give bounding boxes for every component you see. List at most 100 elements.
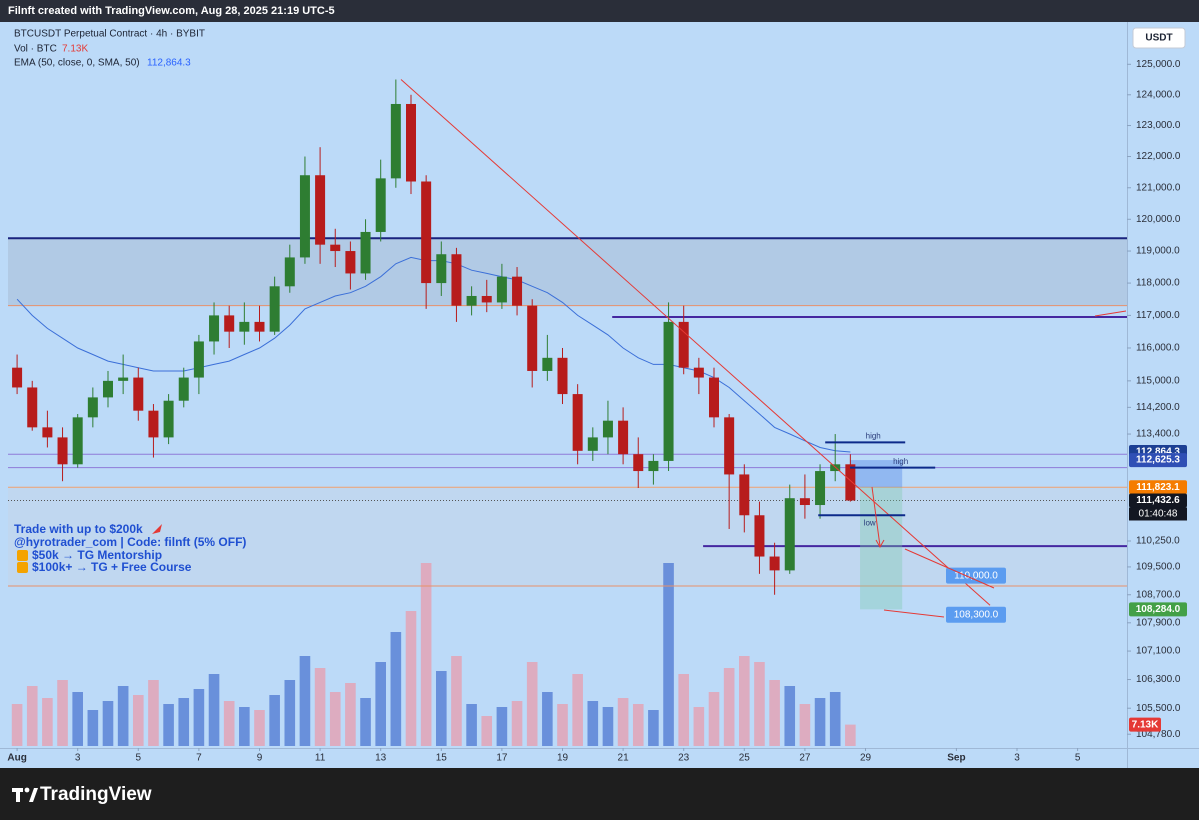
candle-body (57, 437, 68, 465)
volume-label: 7.13K (1132, 719, 1159, 730)
y-tick-label: 119,000.0 (1136, 246, 1180, 257)
x-tick-label: 7 (196, 753, 202, 764)
y-tick-label: 110,250.0 (1136, 536, 1180, 547)
price-label-box (1129, 602, 1187, 617)
currency: USDT (1145, 33, 1172, 44)
candle-body (557, 357, 568, 395)
volume-bar (405, 611, 417, 746)
gift-icon (17, 562, 28, 573)
zone (8, 238, 1127, 306)
candle-body (42, 427, 53, 438)
volume-bar (693, 707, 705, 746)
y-tick-label: 104,780.0 (1136, 729, 1181, 740)
gift-icon (17, 550, 28, 561)
volume-legend: Vol · BTC (14, 44, 57, 55)
zone (8, 487, 1127, 587)
volume-bar (799, 704, 811, 746)
volume-bar (663, 563, 674, 746)
x-tick-label: 3 (75, 753, 81, 764)
candle-body (799, 498, 810, 506)
candle-body (224, 315, 235, 332)
candle-body (618, 420, 629, 455)
candle-body (512, 276, 523, 306)
candle-body (633, 454, 644, 472)
x-tick-label: 9 (257, 753, 263, 764)
candle-body (466, 295, 477, 306)
trendline (400, 79, 991, 606)
candle-body (769, 556, 780, 571)
x-tick-label: 19 (557, 753, 569, 764)
price-label: 112,864.3 (1136, 447, 1180, 458)
candle-body (345, 251, 356, 274)
volume-bar (42, 698, 53, 746)
ema-legend-value: 112,864.3 (147, 58, 191, 69)
x-tick-label: Aug (7, 753, 26, 764)
volume-bar (845, 724, 856, 746)
volume-bar (829, 692, 841, 746)
promo-notes: Trade with up to $200k @hyrotrader_com |… (14, 522, 246, 574)
candle-body (678, 321, 689, 368)
price-label: 111,823.1 (1136, 482, 1180, 493)
y-tick-label: 115,000.0 (1136, 375, 1180, 386)
volume-bar (163, 704, 174, 746)
volume-bar (102, 701, 114, 746)
x-tick-label: Sep (947, 753, 965, 764)
volume-bar (239, 707, 250, 746)
x-tick-label: 21 (618, 753, 630, 764)
price-label-box (1129, 480, 1187, 495)
segment-label: low (864, 518, 876, 527)
volume-bar (57, 680, 68, 746)
countdown: 01:40:48 (1139, 509, 1178, 520)
promo-line: $100k+ → TG + Free Course (32, 560, 192, 574)
logo-icon (12, 787, 38, 802)
volume-bar (435, 671, 447, 746)
y-tick-label: 116,000.0 (1136, 343, 1180, 354)
candle-body (542, 357, 553, 371)
candle-body (572, 394, 583, 451)
volume-bar (72, 692, 83, 746)
volume-bar (784, 686, 796, 746)
volume-bar (587, 701, 599, 746)
target-label: 108,300.0 (954, 609, 999, 620)
candle-body (648, 460, 659, 472)
x-tick-label: 25 (739, 753, 751, 764)
candle-body (815, 471, 826, 506)
brand: TradingView (40, 784, 152, 805)
volume-bar (193, 689, 205, 746)
volume-legend-value: 7.13K (62, 44, 88, 55)
candle-body (163, 400, 174, 438)
x-tick-label: 27 (799, 753, 811, 764)
volume-bar (754, 662, 765, 746)
x-tick-label: 11 (315, 753, 326, 764)
candle-body (724, 417, 735, 475)
candle-body (178, 377, 189, 401)
y-tick-label: 113,400.0 (1136, 429, 1180, 440)
volume-bar (314, 668, 326, 746)
candle-body (269, 286, 280, 332)
candle-body (27, 387, 38, 428)
x-tick-label: 29 (860, 753, 872, 764)
candle-body (421, 181, 432, 284)
candle-body (405, 103, 416, 182)
y-tick-label: 108,700.0 (1136, 589, 1181, 600)
volume-bar (632, 704, 644, 746)
volume-bar (572, 674, 583, 746)
candle-body (148, 410, 159, 438)
volume-bar (678, 674, 690, 746)
volume-bar (526, 662, 538, 746)
candle-body (602, 420, 613, 438)
volume-bar (420, 563, 432, 746)
y-tick-label: 123,000.0 (1136, 120, 1181, 131)
volume-bar (708, 692, 720, 746)
volume-bar (117, 686, 129, 746)
candle-body (193, 341, 204, 378)
promo-line: $50k → TG Mentorship (32, 548, 162, 562)
y-tick-label: 124,000.0 (1136, 89, 1181, 100)
volume-bar (132, 695, 144, 746)
top-bar (0, 0, 1199, 22)
price-label: 111,432.6 (1136, 495, 1180, 506)
volume-label-box (1129, 717, 1161, 732)
candle-body (209, 315, 220, 342)
y-tick-label: 106,300.0 (1136, 674, 1181, 685)
volume-bar (542, 692, 553, 746)
